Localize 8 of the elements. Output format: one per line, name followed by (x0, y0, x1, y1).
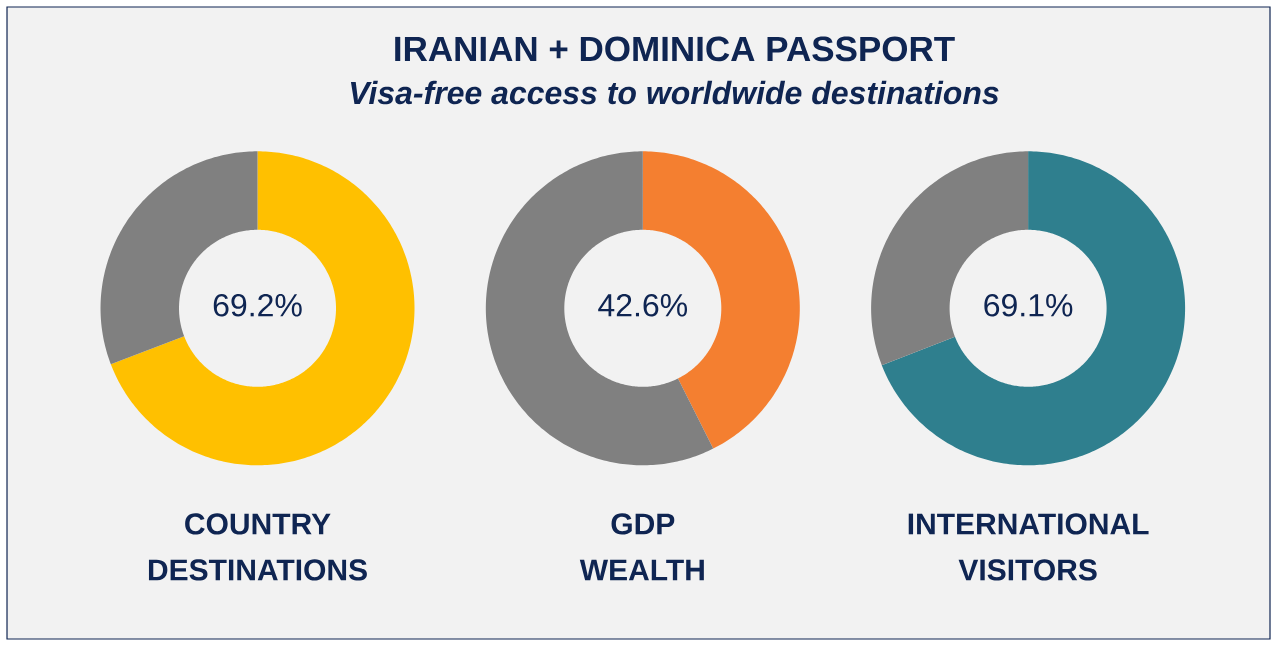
chart-subtitle: Visa-free access to worldwide destinations (350, 80, 999, 105)
chart-title: IRANIAN + DOMINICA PASSPORT (395, 36, 955, 62)
text: INTERNATIONAL VISITORS (908, 513, 1149, 581)
data-label: 42.6% (598, 293, 688, 317)
text: GDP WEALTH (579, 513, 704, 581)
text: COUNTRY DESTINATIONS (148, 513, 367, 581)
data-label: 69.1% (984, 293, 1073, 317)
data-label: 69.2% (213, 293, 302, 317)
